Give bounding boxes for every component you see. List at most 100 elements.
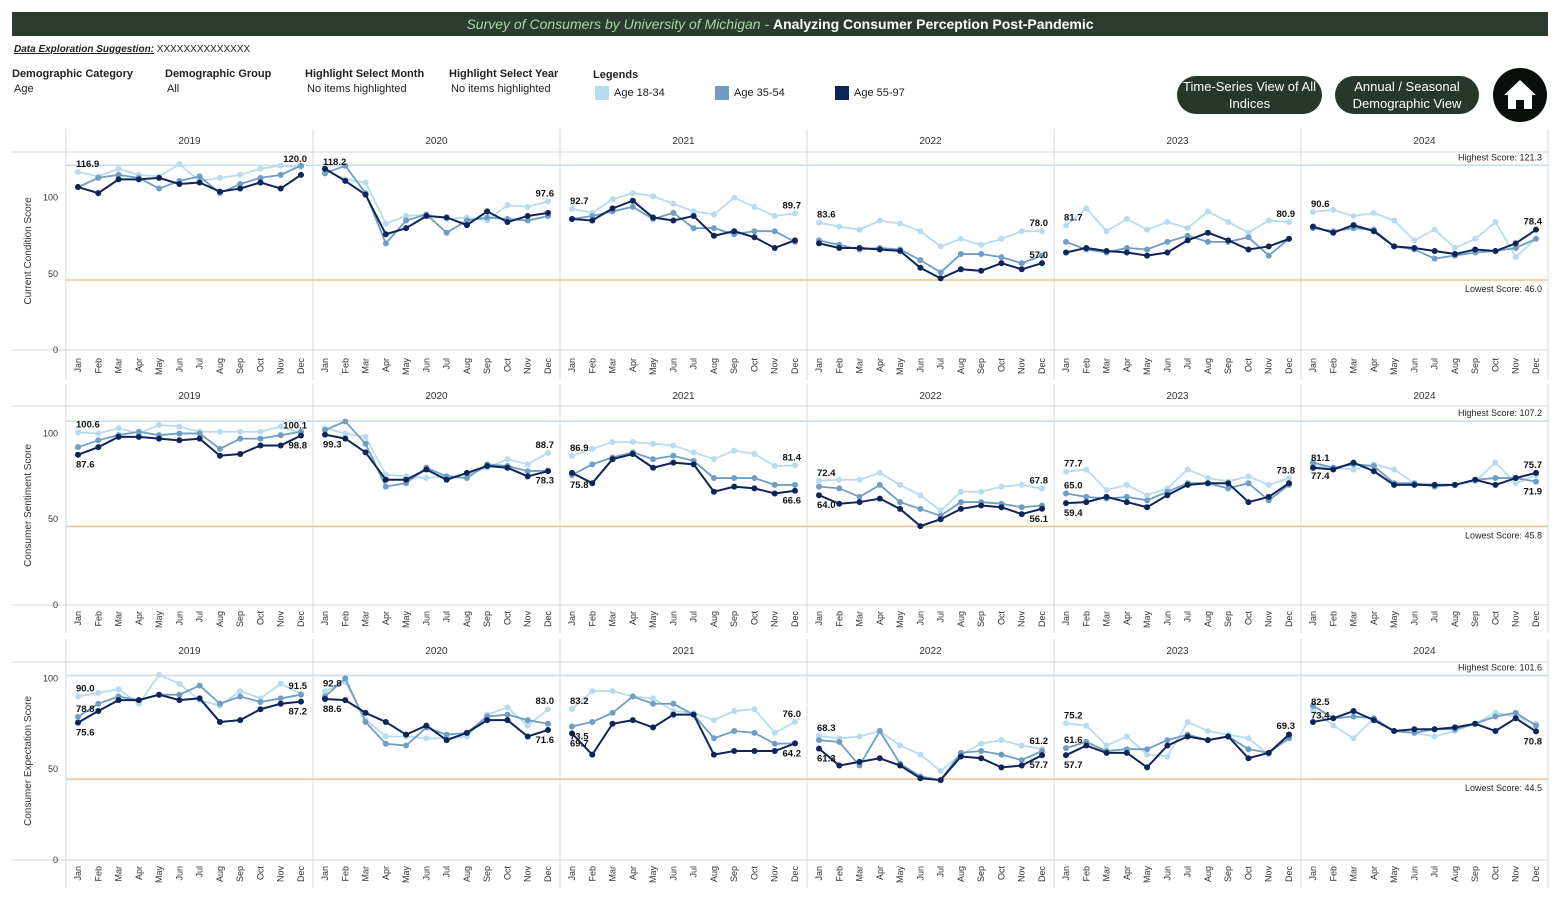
- data-point: [897, 220, 904, 227]
- month-tick-label: Nov: [1511, 611, 1521, 628]
- data-point: [382, 240, 389, 247]
- series-line: [818, 483, 1043, 517]
- data-point: [1123, 749, 1130, 756]
- filter-highlight-year[interactable]: Highlight Select Year No items highlight…: [449, 68, 558, 95]
- month-tick-label: Feb: [340, 866, 350, 882]
- month-tick-label: Sep: [729, 358, 739, 374]
- month-tick-label: Jun: [1162, 866, 1172, 881]
- month-tick-label: Jan: [567, 866, 577, 881]
- series-line: [571, 690, 796, 734]
- month-tick-label: Apr: [1369, 358, 1379, 372]
- data-point: [1265, 217, 1272, 224]
- legend-item-age-18-34[interactable]: Age 18-34: [595, 86, 665, 100]
- month-tick-label: May: [895, 358, 905, 376]
- series-age-55-97: [75, 165, 1539, 282]
- data-point: [257, 428, 264, 435]
- filter-value[interactable]: No items highlighted: [451, 83, 551, 95]
- data-point: [524, 203, 531, 210]
- data-point: [670, 209, 677, 216]
- month-tick-label: Apr: [628, 866, 638, 880]
- series-line: [571, 713, 796, 757]
- filter-demographic-group[interactable]: Demographic Group All: [165, 68, 271, 95]
- month-tick-label: Apr: [381, 611, 391, 625]
- data-point: [710, 211, 717, 218]
- lowest-score-label: Lowest Score: 45.8: [1465, 530, 1542, 540]
- month-tick-label: Nov: [770, 358, 780, 375]
- data-point: [1431, 726, 1438, 733]
- month-tick-label: Aug: [1203, 866, 1213, 882]
- month-tick-label: Dec: [790, 866, 800, 883]
- data-point: [1310, 718, 1316, 725]
- month-tick-label: Apr: [1122, 611, 1132, 625]
- data-label: 75.7: [1524, 460, 1543, 471]
- series-line: [324, 164, 549, 246]
- data-point: [1144, 751, 1151, 758]
- data-point: [156, 185, 163, 192]
- data-point: [403, 212, 410, 219]
- data-point: [95, 700, 102, 707]
- data-point: [856, 226, 863, 233]
- data-point: [731, 728, 738, 735]
- chart-panel-1: 2019 2020 2021 2022 2023 2024 0 50 100 Current Co…: [12, 129, 1549, 380]
- series-line: [324, 698, 549, 742]
- month-tick-label: Mar: [114, 866, 124, 882]
- data-point: [135, 697, 142, 704]
- month-tick-label: Jul: [1183, 358, 1193, 370]
- suggestion-value: XXXXXXXXXXXXXX: [156, 44, 251, 55]
- month-tick-label: Feb: [1328, 866, 1338, 882]
- data-point: [1123, 499, 1130, 506]
- data-point: [257, 179, 264, 186]
- legend-item-age-35-54[interactable]: Age 35-54: [715, 86, 785, 100]
- month-tick-label: May: [648, 866, 658, 884]
- series-age-18-34: [75, 161, 1539, 261]
- data-point: [569, 723, 575, 730]
- data-point: [95, 444, 102, 451]
- data-point: [1184, 225, 1191, 232]
- filter-demographic-category[interactable]: Demographic Category Age: [12, 68, 133, 95]
- data-point: [176, 697, 183, 704]
- data-point: [1391, 217, 1398, 224]
- home-button[interactable]: [1493, 68, 1547, 122]
- timeseries-view-button[interactable]: Time-Series View of All Indices: [1177, 76, 1322, 114]
- data-point: [1492, 459, 1499, 466]
- data-point: [957, 251, 964, 258]
- data-label: 97.6: [536, 188, 555, 199]
- month-tick-label: Apr: [134, 866, 144, 880]
- data-point: [524, 733, 531, 740]
- filter-highlight-month[interactable]: Highlight Select Month No items highligh…: [305, 68, 424, 95]
- year-header: 2022: [919, 646, 942, 657]
- data-point: [1204, 480, 1211, 487]
- data-label: 64.0: [817, 500, 836, 511]
- data-point: [589, 461, 596, 468]
- data-point: [690, 225, 697, 232]
- data-point: [569, 705, 575, 712]
- data-point: [937, 507, 944, 514]
- data-point: [710, 751, 717, 758]
- data-point: [856, 733, 863, 740]
- data-point: [277, 432, 284, 439]
- data-point: [1431, 733, 1438, 740]
- data-point: [1370, 717, 1377, 724]
- annual-seasonal-view-button[interactable]: Annual / Seasonal Demographic View: [1335, 76, 1479, 114]
- data-point: [629, 451, 636, 458]
- filter-value[interactable]: Age: [14, 83, 34, 95]
- month-tick-label: Dec: [1531, 358, 1541, 375]
- data-label: 72.4: [817, 468, 836, 479]
- filter-value[interactable]: No items highlighted: [307, 83, 407, 95]
- month-tick-label: May: [154, 611, 164, 629]
- data-point: [463, 217, 470, 224]
- data-point: [1472, 246, 1479, 253]
- data-point: [998, 235, 1005, 242]
- data-point: [1286, 235, 1292, 242]
- home-icon: [1504, 80, 1536, 109]
- legend-item-age-55-97[interactable]: Age 55-97: [835, 86, 905, 100]
- filter-value[interactable]: All: [167, 83, 180, 95]
- data-point: [650, 456, 657, 463]
- data-point: [115, 697, 122, 704]
- data-point: [237, 693, 244, 700]
- data-point: [690, 208, 697, 215]
- data-label: 65.0: [1064, 480, 1083, 491]
- series-line: [818, 471, 1043, 512]
- month-tick-label: Jan: [1061, 866, 1071, 881]
- data-point: [156, 691, 163, 698]
